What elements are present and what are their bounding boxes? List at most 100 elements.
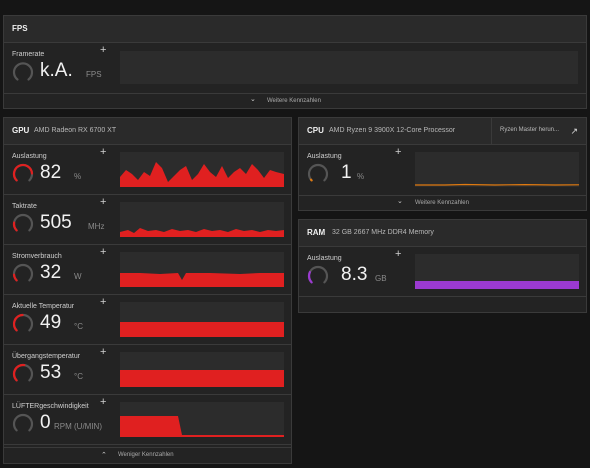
gauge-icon	[12, 263, 34, 282]
add-metric-plus-icon[interactable]: +	[100, 246, 107, 258]
gauge-fill	[309, 178, 313, 182]
gpu-metric-label: Auslastung	[12, 153, 47, 160]
gpu-metric-unit: W	[74, 272, 82, 281]
gpu-metric-unit: °C	[74, 322, 83, 331]
gauge-icon	[12, 313, 34, 332]
gauge-track	[12, 213, 34, 232]
fps-panel: FPS Framerate + k.A. FPS ⌄ Weitere Kennz…	[3, 15, 587, 109]
ryzen-master-label: Ryzen Master herun...	[500, 127, 560, 133]
gauge-track	[307, 265, 329, 284]
gpu-metric-row: Stromverbrauch + 32 W	[4, 245, 291, 295]
gpu-metric-value: 0	[40, 412, 51, 433]
cpu-name: AMD Ryzen 9 3900X 12-Core Processor	[329, 127, 456, 134]
cpu-metric-row: Auslastung + 1 %	[299, 145, 586, 195]
gpu-less-label: Weniger Kennzahlen	[118, 452, 174, 458]
cpu-more-button[interactable]: ⌄ Weitere Kennzahlen	[299, 195, 586, 211]
cpu-title: CPU	[307, 126, 324, 135]
add-metric-plus-icon[interactable]: +	[100, 146, 107, 158]
ram-usage-graph-plot	[415, 281, 579, 289]
gpu-metric-label: LÜFTERgeschwindigkeit	[12, 403, 89, 410]
framerate-gauge-icon	[12, 62, 34, 81]
gauge-icon	[307, 163, 329, 182]
gpu-power-graph-plot	[120, 273, 284, 287]
cpu-usage-graph-plot	[415, 183, 579, 186]
gauge-icon	[12, 363, 34, 382]
chevron-down-icon: ⌄	[397, 198, 403, 205]
gpu-metric-row: Aktuelle Temperatur + 49 °C	[4, 295, 291, 345]
gpu-fan-graph-plot	[120, 416, 284, 437]
gpu-metric-value: 49	[40, 312, 62, 333]
gpu-temp-graph	[120, 302, 284, 337]
gauge-fill	[12, 273, 18, 282]
cpu-panel: CPU AMD Ryzen 9 3900X 12-Core Processor …	[298, 117, 587, 211]
framerate-label: Framerate	[12, 51, 45, 58]
gauge-icon	[12, 213, 34, 232]
cpu-metric-value: 1	[341, 162, 352, 183]
ryzen-master-link[interactable]: Ryzen Master herun... ↗	[491, 118, 586, 144]
fps-title: FPS	[12, 24, 28, 33]
framerate-value: k.A.	[40, 60, 73, 81]
ram-metric-row: Auslastung + 8.3 GB	[299, 247, 586, 297]
gpu-panel: GPU AMD Radeon RX 6700 XT Auslastung + 8…	[3, 117, 292, 464]
add-metric-plus-icon[interactable]: +	[100, 396, 107, 408]
gpu-clock-graph-plot	[120, 228, 284, 237]
chevron-up-icon: ⌃	[101, 452, 107, 459]
add-metric-plus-icon[interactable]: +	[100, 196, 107, 208]
gpu-metric-value: 82	[40, 162, 62, 183]
gpu-junction-temp-graph	[120, 352, 284, 387]
ram-metric-value: 8.3	[341, 264, 368, 285]
gpu-temp-graph-plot	[120, 322, 284, 337]
gpu-power-graph	[120, 252, 284, 287]
gpu-metric-row: Übergangstemperatur + 53 °C	[4, 345, 291, 395]
add-metric-plus-icon[interactable]: +	[100, 296, 107, 308]
cpu-more-label: Weitere Kennzahlen	[415, 200, 469, 206]
gpu-title: GPU	[12, 126, 30, 135]
gpu-metric-value: 53	[40, 362, 62, 383]
gpu-usage-graph	[120, 152, 284, 187]
add-metric-plus-icon[interactable]: +	[100, 346, 107, 358]
gpu-metric-unit: %	[74, 172, 82, 181]
gpu-less-button[interactable]: ⌃ Weniger Kennzahlen	[4, 447, 291, 463]
gpu-junction-temp-graph-plot	[120, 370, 284, 387]
gpu-metric-row: Taktrate + 505 MHz	[4, 195, 291, 245]
ram-usage-graph	[415, 254, 579, 289]
cpu-header: CPU AMD Ryzen 9 3900X 12-Core Processor …	[299, 118, 586, 145]
gauge-icon	[307, 265, 329, 284]
add-metric-plus-icon[interactable]: +	[395, 146, 402, 158]
gauge-fill	[307, 271, 313, 284]
gauge-fill	[12, 363, 26, 382]
framerate-graph	[120, 51, 578, 84]
gpu-header: GPU AMD Radeon RX 6700 XT	[4, 118, 291, 145]
gpu-metric-label: Taktrate	[12, 203, 37, 210]
gauge-icon	[12, 413, 34, 432]
ram-title: RAM	[307, 228, 326, 237]
gauge-icon	[12, 163, 34, 182]
cpu-metric-unit: %	[357, 172, 365, 181]
ram-metric-label: Auslastung	[307, 255, 342, 262]
gpu-metric-value: 32	[40, 262, 62, 283]
gpu-metric-unit: MHz	[88, 222, 105, 231]
external-link-icon: ↗	[570, 126, 578, 136]
gpu-metric-label: Übergangstemperatur	[12, 353, 81, 360]
add-framerate-plus-icon[interactable]: +	[100, 44, 107, 56]
gpu-metric-row: LÜFTERgeschwindigkeit + 0 RPM (U/MIN)	[4, 395, 291, 445]
chevron-down-icon: ⌄	[250, 96, 256, 103]
gauge-fill	[12, 163, 34, 182]
gpu-metric-label: Stromverbrauch	[12, 253, 62, 260]
gpu-metric-row: Auslastung + 82 %	[4, 145, 291, 195]
gauge-track	[12, 413, 34, 432]
add-metric-plus-icon[interactable]: +	[395, 248, 402, 260]
gpu-metric-label: Aktuelle Temperatur	[12, 303, 75, 310]
fps-more-button[interactable]: ⌄ Weitere Kennzahlen	[4, 93, 586, 109]
framerate-unit: FPS	[86, 70, 102, 79]
gauge-track	[12, 263, 34, 282]
cpu-usage-graph	[415, 152, 579, 187]
ram-header: RAM 32 GB 2667 MHz DDR4 Memory	[299, 220, 586, 247]
gpu-usage-graph-plot	[120, 162, 284, 187]
fps-more-label: Weitere Kennzahlen	[267, 98, 321, 104]
gpu-metric-value: 505	[40, 212, 72, 233]
cpu-metric-label: Auslastung	[307, 153, 342, 160]
ram-name: 32 GB 2667 MHz DDR4 Memory	[332, 229, 434, 236]
gpu-metric-unit: °C	[74, 372, 83, 381]
fps-framerate-row: Framerate + k.A. FPS	[4, 43, 586, 93]
